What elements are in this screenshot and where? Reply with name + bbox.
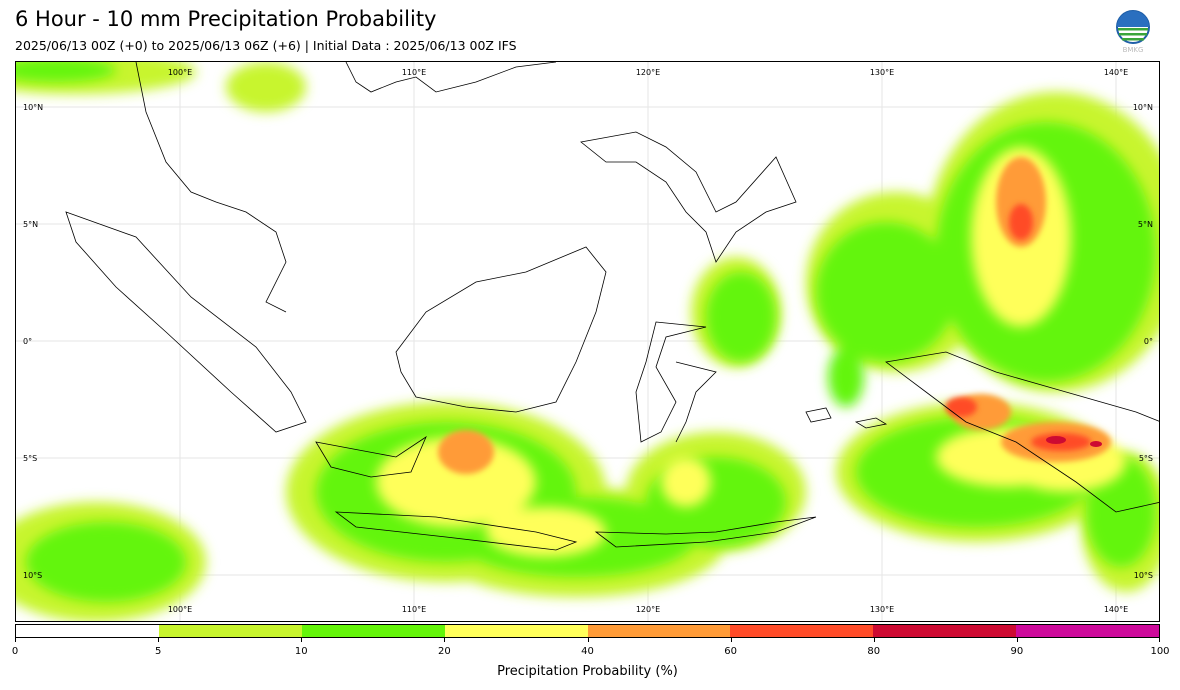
bottom-lon-label: 140°E bbox=[1104, 605, 1128, 614]
left-lat-label: 10°N bbox=[23, 103, 43, 112]
colorbar-tick-label: 80 bbox=[867, 646, 881, 657]
colorbar-label: Precipitation Probability (%) bbox=[497, 664, 678, 679]
top-lon-label: 140°E bbox=[1104, 68, 1128, 77]
top-longitude-labels: 100°E 110°E 120°E 130°E 140°E bbox=[168, 68, 1128, 77]
colorbar-tick-label: 60 bbox=[724, 646, 737, 657]
mainland-asia-coast bbox=[135, 62, 557, 313]
map-subtitle: 2025/06/13 00Z (+0) to 2025/06/13 06Z (+… bbox=[15, 38, 517, 53]
colorbar bbox=[15, 624, 1160, 638]
colorbar-segment bbox=[730, 625, 874, 637]
precip-level-80 bbox=[1046, 436, 1102, 447]
logo-text: BMKG bbox=[1123, 46, 1144, 54]
colorbar-tick bbox=[588, 638, 589, 642]
right-latitude-labels: 10°N 5°N 0° 5°S 10°S bbox=[1133, 103, 1153, 580]
right-lat-label: 0° bbox=[1144, 337, 1153, 346]
colorbar-tick bbox=[301, 638, 302, 642]
colorbar-tick-label: 5 bbox=[154, 646, 162, 657]
colorbar-tick-label: 0 bbox=[11, 646, 19, 657]
colorbar-segment bbox=[1016, 625, 1159, 637]
bmkg-logo-icon: BMKG bbox=[1113, 10, 1153, 56]
right-lat-label: 10°N bbox=[1133, 103, 1153, 112]
colorbar-tick bbox=[15, 638, 16, 642]
bottom-lon-label: 120°E bbox=[636, 605, 660, 614]
colorbar-tick-label: 100 bbox=[1150, 646, 1170, 657]
left-lat-label: 5°N bbox=[23, 220, 38, 229]
left-lat-label: 5°S bbox=[23, 454, 37, 463]
colorbar-tick bbox=[1017, 638, 1018, 642]
bottom-lon-label: 130°E bbox=[870, 605, 894, 614]
bottom-lon-label: 110°E bbox=[402, 605, 426, 614]
right-lat-label: 5°N bbox=[1138, 220, 1153, 229]
top-lon-label: 120°E bbox=[636, 68, 660, 77]
bottom-longitude-labels: 100°E 110°E 120°E 130°E 140°E bbox=[168, 605, 1128, 614]
left-lat-label: 10°S bbox=[23, 571, 42, 580]
colorbar-segment bbox=[587, 625, 731, 637]
colorbar-segment bbox=[158, 625, 302, 637]
colorbar-segment bbox=[301, 625, 445, 637]
left-latitude-labels: 10°N 5°N 0° 5°S 10°S bbox=[23, 103, 43, 580]
colorbar-tick-label: 40 bbox=[581, 646, 594, 657]
coastlines bbox=[65, 131, 1159, 551]
colorbar-tick-label: 20 bbox=[438, 646, 451, 657]
precipitation-map[interactable]: 100°E 110°E 120°E 130°E 140°E 100°E 110°… bbox=[15, 61, 1160, 622]
top-lon-label: 110°E bbox=[402, 68, 426, 77]
colorbar-ticks: 0 5 10 20 40 60 80 90 100 bbox=[11, 638, 1170, 658]
colorbar-tick-label: 10 bbox=[294, 646, 308, 657]
bottom-lon-label: 100°E bbox=[168, 605, 192, 614]
right-lat-label: 5°S bbox=[1139, 454, 1153, 463]
colorbar-tick bbox=[874, 638, 875, 642]
colorbar-segment bbox=[16, 625, 159, 637]
right-lat-label: 10°S bbox=[1134, 571, 1153, 580]
colorbar-tick bbox=[444, 638, 445, 642]
top-lon-label: 100°E bbox=[168, 68, 192, 77]
map-title: 6 Hour - 10 mm Precipitation Probability bbox=[15, 7, 437, 31]
colorbar-segment bbox=[444, 625, 588, 637]
left-lat-label: 0° bbox=[23, 337, 32, 346]
colorbar-tick bbox=[731, 638, 732, 642]
colorbar-tick bbox=[1159, 638, 1160, 642]
colorbar-tick bbox=[158, 638, 159, 642]
colorbar-segment bbox=[873, 625, 1017, 637]
colorbar-tick-label: 90 bbox=[1010, 646, 1024, 657]
top-lon-label: 130°E bbox=[870, 68, 894, 77]
